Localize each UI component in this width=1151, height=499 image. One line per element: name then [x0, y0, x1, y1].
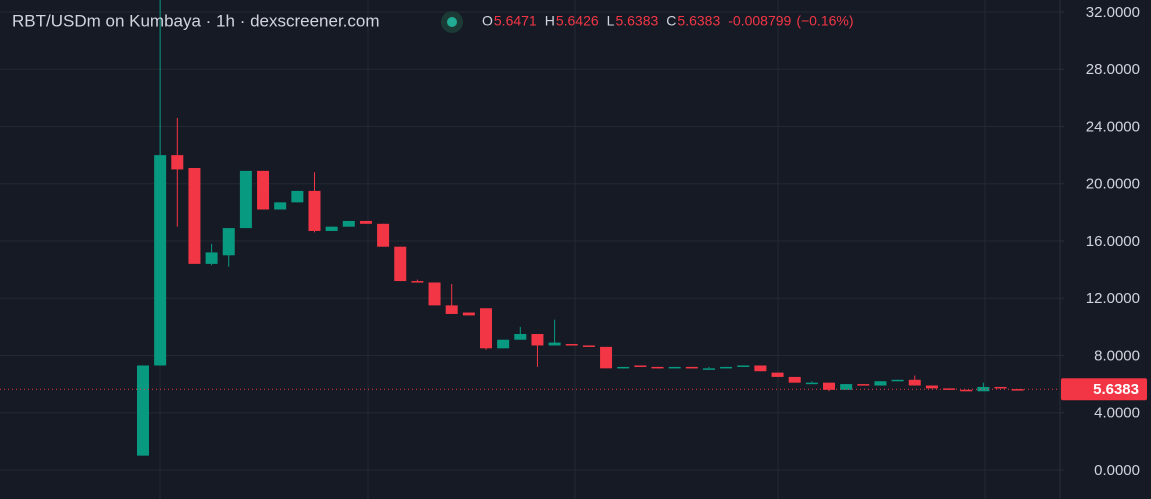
- candle-body: [137, 365, 149, 456]
- candle-body: [720, 366, 733, 369]
- candle-body: [771, 372, 784, 377]
- candle-body: [394, 246, 407, 282]
- candle-body: [702, 368, 715, 370]
- y-tick-label: 28.0000: [1086, 61, 1140, 78]
- y-tick-label: 8.0000: [1094, 347, 1140, 364]
- y-axis: 0.0000 4.0000 8.0000 12.0000 16.0000 20.0000 2…: [1059, 0, 1147, 499]
- y-tick-label: 20.0000: [1086, 176, 1140, 193]
- candle-body: [291, 190, 304, 203]
- candle-body: [377, 223, 390, 247]
- candle-body: [582, 345, 595, 347]
- candles: [0, 0, 1060, 456]
- candle-body: [428, 282, 441, 306]
- candle-body: [754, 365, 767, 372]
- candle-body: [462, 312, 475, 316]
- candle-body: [994, 386, 1007, 389]
- ohlc-key: L: [607, 13, 615, 29]
- candle-body: [857, 384, 870, 386]
- candle-body: [359, 220, 372, 224]
- y-tick-label: 24.0000: [1086, 118, 1140, 135]
- candle-body: [239, 170, 252, 229]
- ohlc-value: 5.6383: [677, 13, 720, 29]
- candle-body: [960, 389, 973, 392]
- candle-body: [823, 382, 835, 390]
- candle-body: [943, 388, 956, 390]
- y-tick-label: 32.0000: [1086, 4, 1140, 21]
- candle-body: [840, 384, 853, 390]
- candle-body: [188, 168, 201, 264]
- ohlc-value: 5.6383: [615, 13, 658, 29]
- candle-body: [154, 155, 167, 366]
- candle-body: [514, 334, 527, 340]
- candle-body: [325, 226, 338, 231]
- candle-body: [171, 155, 184, 170]
- candle-body: [891, 379, 904, 382]
- y-tick-label: 16.0000: [1086, 233, 1140, 250]
- ohlc-value: 5.6471: [494, 13, 537, 29]
- candle-body: [874, 381, 887, 386]
- candle-body: [274, 202, 287, 210]
- candle-body: [617, 366, 630, 369]
- ohlc-key: H: [545, 13, 555, 29]
- candle-body: [480, 308, 492, 349]
- candle-body: [805, 382, 818, 385]
- candle-body: [548, 342, 561, 346]
- candle-body: [1011, 389, 1024, 391]
- candle-body: [634, 365, 647, 367]
- candle-body: [222, 228, 235, 256]
- candle-body: [977, 386, 990, 392]
- grid: [0, 11, 1060, 471]
- candle-body: [685, 366, 698, 369]
- y-tick-label: 4.0000: [1094, 405, 1140, 422]
- ohlc-value: 5.6426: [556, 13, 599, 29]
- candle-body: [651, 366, 664, 369]
- header: RBT/USDm on Kumbaya · 1h · dexscreener.c…: [12, 11, 854, 33]
- candle-body: [497, 339, 510, 349]
- candle-body: [600, 346, 613, 369]
- candle-body: [308, 190, 321, 231]
- status-dot: [447, 17, 457, 27]
- change-percent: (−0.16%): [796, 13, 853, 29]
- chart-title: RBT/USDm on Kumbaya · 1h · dexscreener.c…: [12, 11, 380, 30]
- candle-body: [411, 281, 424, 283]
- ohlc-key: C: [666, 13, 676, 29]
- candle-body: [342, 220, 355, 227]
- y-tick-label: 0.0000: [1094, 462, 1140, 479]
- candle-body: [925, 385, 938, 389]
- candle-body: [668, 366, 681, 369]
- candle-body: [531, 334, 544, 346]
- change-value: -0.008799: [728, 13, 791, 29]
- candle-body: [565, 344, 578, 346]
- candle-body: [205, 252, 218, 264]
- candle-body: [445, 305, 458, 314]
- y-tick-label: 12.0000: [1086, 290, 1140, 307]
- last-price-label: 5.6383: [1093, 381, 1139, 398]
- last-price-box: [1061, 378, 1147, 401]
- candle-body: [737, 365, 750, 367]
- ohlc-key: O: [482, 13, 493, 29]
- candle-body: [257, 170, 270, 210]
- candle-body: [908, 379, 921, 386]
- candle-body: [788, 376, 801, 383]
